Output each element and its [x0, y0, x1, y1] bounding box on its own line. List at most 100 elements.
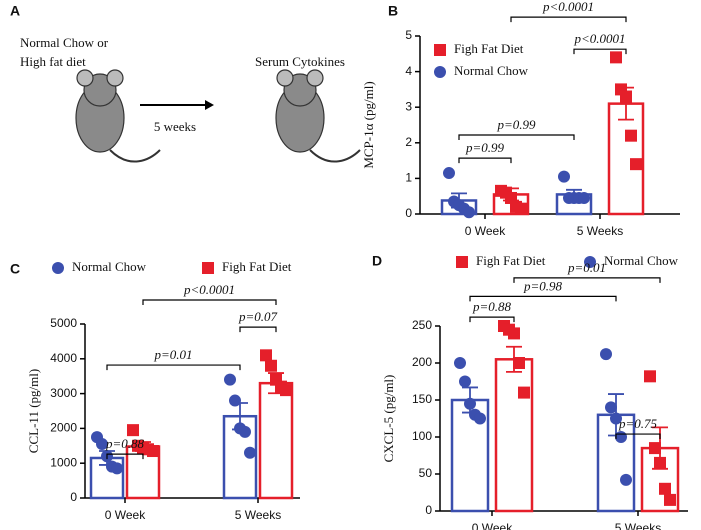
bar [258, 381, 294, 500]
y-axis-label: MCP-1α (pg/ml) [361, 81, 376, 168]
point [610, 412, 622, 425]
mouse [275, 69, 361, 163]
p-value: p<0.0001 [573, 31, 625, 46]
bar [494, 358, 534, 513]
bracket [458, 134, 575, 140]
y-tick-label: 4000 [50, 351, 77, 365]
x-tick-label: 0 Week [472, 521, 513, 530]
bracket [469, 316, 515, 323]
p-value: p=0.01 [153, 347, 192, 362]
y-tick-label: 1000 [50, 455, 77, 469]
bracket [239, 326, 277, 333]
legend-label: Normal Chow [72, 259, 147, 274]
y-tick-label: 200 [412, 355, 432, 369]
x-tick-label: 0 Week [105, 508, 146, 522]
y-tick-label: 50 [419, 466, 433, 480]
legend-marker [202, 262, 214, 274]
point [474, 412, 486, 425]
legend-marker [434, 66, 446, 78]
legend-label: Figh Fat Diet [476, 253, 546, 268]
p-value: p=0.07 [238, 309, 278, 324]
bracket [106, 453, 144, 460]
point [127, 424, 139, 437]
point [147, 445, 159, 458]
y-axis-label: CXCL-5 (pg/ml) [381, 375, 396, 463]
point [260, 349, 272, 362]
point [659, 482, 671, 495]
arrow-head [205, 100, 214, 110]
point [578, 191, 590, 204]
p-value: p=0.88 [105, 436, 145, 451]
point [649, 442, 661, 455]
p-value: p=0.98 [523, 278, 563, 293]
x-tick-label: 5 Weeks [577, 224, 623, 238]
x-tick-label: 5 Weeks [235, 508, 281, 522]
y-tick-label: 4 [405, 64, 412, 78]
point [515, 202, 527, 215]
point [625, 129, 637, 142]
diet-text: Normal Chow or [20, 35, 109, 50]
point [664, 493, 676, 506]
bracket [106, 364, 241, 371]
point [615, 431, 627, 443]
y-tick-label: 2 [405, 135, 412, 149]
y-tick-label: 3000 [50, 386, 77, 400]
y-tick-label: 0 [405, 206, 412, 220]
point [463, 206, 475, 219]
p-value: p<0.0001 [542, 0, 594, 14]
point [443, 167, 455, 180]
point [459, 375, 471, 388]
point [644, 370, 656, 383]
legend-marker [456, 256, 468, 268]
bracket [458, 157, 512, 164]
y-tick-label: 1 [405, 171, 412, 185]
point [558, 170, 570, 183]
p-value: p=0.99 [465, 140, 505, 155]
bracket [142, 299, 277, 305]
bracket [615, 433, 661, 440]
diet-text: High fat diet [20, 54, 86, 69]
p-value: p<0.0001 [183, 282, 235, 297]
panel-letter: A [10, 3, 20, 19]
point [229, 394, 241, 407]
y-axis-label: CCL-11 (pg/ml) [26, 369, 41, 453]
point [518, 386, 530, 399]
y-tick-label: 5 [405, 28, 412, 42]
point [508, 327, 520, 340]
point [610, 51, 622, 64]
arrow-text: 5 weeks [154, 119, 196, 134]
point [280, 384, 292, 397]
bracket [510, 16, 627, 23]
y-tick-label: 3 [405, 99, 412, 113]
legend-marker [434, 44, 446, 56]
bracket [469, 295, 617, 302]
y-tick-label: 0 [70, 490, 77, 504]
legend-label: Figh Fat Diet [454, 41, 524, 56]
bracket [573, 48, 627, 55]
point [96, 438, 108, 451]
point [654, 456, 666, 469]
p-value: p=0.99 [496, 117, 536, 132]
p-value: p=0.88 [472, 299, 512, 314]
legend-label: Figh Fat Diet [222, 259, 292, 274]
panel-letter: D [372, 253, 382, 269]
point [605, 401, 617, 414]
point [464, 397, 476, 410]
legend-label: Normal Chow [604, 253, 679, 268]
legend-marker [584, 256, 596, 268]
bracket [513, 277, 661, 283]
y-tick-label: 2000 [50, 421, 77, 435]
point [265, 359, 277, 372]
point [224, 373, 236, 386]
point [600, 348, 612, 361]
point [630, 158, 642, 171]
point [244, 446, 256, 459]
y-tick-label: 100 [412, 429, 432, 443]
y-tick-label: 0 [425, 503, 432, 517]
y-tick-label: 250 [412, 318, 432, 332]
panel-letter: B [388, 3, 398, 19]
panel-letter: C [10, 261, 20, 277]
y-tick-label: 5000 [50, 316, 77, 330]
p-value: p=0.01 [567, 260, 606, 275]
